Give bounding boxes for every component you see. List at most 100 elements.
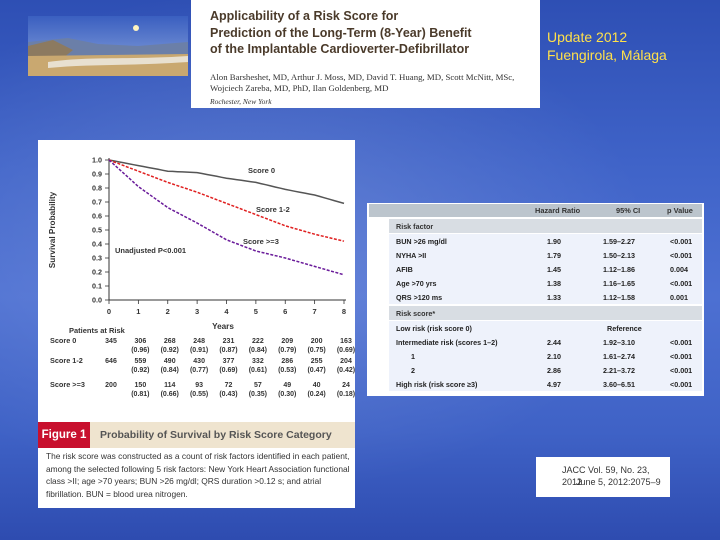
section-risk-factor: Risk factor (389, 219, 702, 233)
risk-count: 306 (135, 338, 147, 345)
risk-count: 163 (340, 338, 352, 345)
hazard-ratio: 1.90 (547, 237, 561, 246)
row-label: Age >70 yrs (396, 279, 437, 288)
risk-count: 646 (105, 358, 117, 365)
hazard-ratio: 2.86 (547, 366, 561, 375)
confidence-interval: 1.59–2.27 (603, 237, 635, 246)
figure-caption-bar: Figure 1 Probability of Survival by Risk… (38, 422, 355, 448)
hazard-ratio: 1.38 (547, 279, 561, 288)
risk-count: 57 (254, 382, 262, 389)
table-row: NYHA >II 1.79 1.50–2.13 <0.001 (389, 248, 702, 262)
risk-proportion: (0.24) (307, 391, 325, 398)
figure-title: Probability of Survival by Risk Score Ca… (100, 429, 332, 441)
risk-count: 559 (135, 358, 147, 365)
p-value: <0.001 (670, 237, 693, 246)
risk-proportion: (0.75) (307, 347, 325, 354)
table-row: Age >70 yrs 1.38 1.16–1.65 <0.001 (389, 276, 702, 290)
x-tick-label: 2 (166, 307, 170, 316)
p-value: <0.001 (670, 338, 693, 347)
risk-proportion: (0.79) (278, 347, 296, 354)
risk-count: 24 (342, 382, 350, 389)
risk-count: 268 (164, 338, 176, 345)
survival-chart: 0.00.10.20.30.40.50.60.70.80.91.00 1 2 3 4 5 6… (48, 156, 355, 399)
risk-count: 490 (164, 358, 176, 365)
table-row: Intermediate risk (scores 1–2) 2.44 1.92–3… (389, 335, 702, 349)
update-line: Update 2012 (547, 29, 628, 45)
risk-count: 200 (311, 338, 323, 345)
risk-proportion: (0.35) (249, 391, 267, 398)
title-line: of the Implantable Cardioverter-Defibril… (210, 42, 470, 56)
risk-proportion: (0.66) (161, 391, 179, 398)
table-row: 1 2.10 1.61–2.74 <0.001 (389, 349, 702, 363)
risk-row-label: Score 0 (50, 336, 76, 345)
row-label: Low risk (risk score 0) (396, 324, 472, 333)
section-label: Risk factor (396, 222, 434, 231)
confidence-interval: 1.50–2.13 (603, 251, 635, 260)
citation-line: JACC Vol. 59, No. 23, 2012 (562, 465, 650, 487)
article-place: Rochester, New York (210, 97, 272, 106)
x-tick-label: 6 (283, 307, 287, 316)
risk-proportion: (0.81) (131, 391, 149, 398)
risk-count: 255 (311, 358, 323, 365)
risk-proportion: (0.84) (161, 367, 179, 374)
risk-count: 200 (105, 382, 117, 389)
risk-count: 377 (223, 358, 235, 365)
p-value: <0.001 (670, 279, 693, 288)
risk-row-label: Score 1-2 (50, 356, 83, 365)
section-label: Risk score* (396, 309, 436, 318)
x-tick-label: 0 (107, 307, 111, 316)
y-tick-label: 0.2 (92, 268, 102, 277)
column-header: 95% CI (616, 206, 641, 215)
row-label: BUN >26 mg/dl (396, 237, 447, 246)
risk-count: 209 (281, 338, 293, 345)
article-header: Applicability of a Risk Score for Predic… (191, 0, 540, 108)
hazard-ratio: 4.97 (547, 380, 561, 389)
risk-proportion: (0.92) (161, 347, 179, 354)
table-row: Low risk (risk score 0) Reference (389, 321, 702, 335)
row-label: AFIB (396, 265, 413, 274)
row-label: 2 (411, 366, 415, 375)
risk-proportion: (0.84) (249, 347, 267, 354)
hazard-ratio: 2.10 (547, 352, 561, 361)
risk-proportion: (0.55) (190, 391, 208, 398)
series-line (108, 159, 345, 205)
p-value: 0.004 (670, 265, 688, 274)
risk-proportion: (0.87) (219, 347, 237, 354)
row-label: High risk (risk score ≥3) (396, 380, 478, 389)
figure-label: Figure 1 (38, 422, 90, 448)
beach-photo (28, 16, 188, 76)
confidence-interval: 1.16–1.65 (603, 279, 635, 288)
series-label: Score >=3 (243, 237, 279, 246)
y-tick-label: 0.4 (92, 240, 102, 249)
citation-line: June 5, 2012:2075–9 (576, 477, 661, 487)
y-tick-label: 0.3 (92, 254, 102, 263)
article-authors: Alon Barsheshet, MD, Arthur J. Moss, MD,… (210, 72, 535, 95)
y-tick-label: 0.0 (92, 296, 102, 305)
update-text: Update 2012 Fuengirola, Málaga (547, 28, 667, 64)
risk-proportion: (0.47) (307, 367, 325, 374)
risk-proportion: (0.69) (337, 347, 355, 354)
risk-proportion: (0.53) (278, 367, 296, 374)
hazard-ratio: 1.33 (547, 293, 561, 302)
risk-count: 430 (193, 358, 205, 365)
risk-count: 40 (313, 382, 321, 389)
table-row: 2 2.86 2.21–3.72 <0.001 (389, 363, 702, 377)
y-tick-label: 1.0 (92, 156, 102, 165)
survival-figure: 0.0 0.1 0.2 0.3 0.4 0.5 0.6 0.7 0.8 0.9 1.0 0 1 2 3 4 5 6… (38, 140, 355, 508)
row-label: QRS >120 ms (396, 293, 443, 302)
series-label: Score 1-2 (256, 205, 290, 214)
p-value: <0.001 (670, 352, 693, 361)
risk-count: 248 (193, 338, 205, 345)
risk-count: 150 (135, 382, 147, 389)
confidence-interval: 3.60–6.51 (603, 380, 635, 389)
table-row: AFIB 1.45 1.12–1.86 0.004 (389, 262, 702, 276)
y-tick-label: 0.1 (92, 282, 102, 291)
risk-proportion: (0.96) (131, 347, 149, 354)
p-value: <0.001 (670, 251, 693, 260)
x-tick-label: 4 (224, 307, 229, 316)
authors-line: Alon Barsheshet, MD, Arthur J. Moss, MD,… (210, 72, 515, 82)
p-value: <0.001 (670, 366, 693, 375)
risk-proportion: (0.42) (337, 367, 355, 374)
hazard-table: Hazard Ratio 95% CI p Value Risk factor … (367, 203, 704, 396)
citation-box: JACC Vol. 59, No. 23, 2012 June 5, 2012:… (536, 457, 670, 497)
